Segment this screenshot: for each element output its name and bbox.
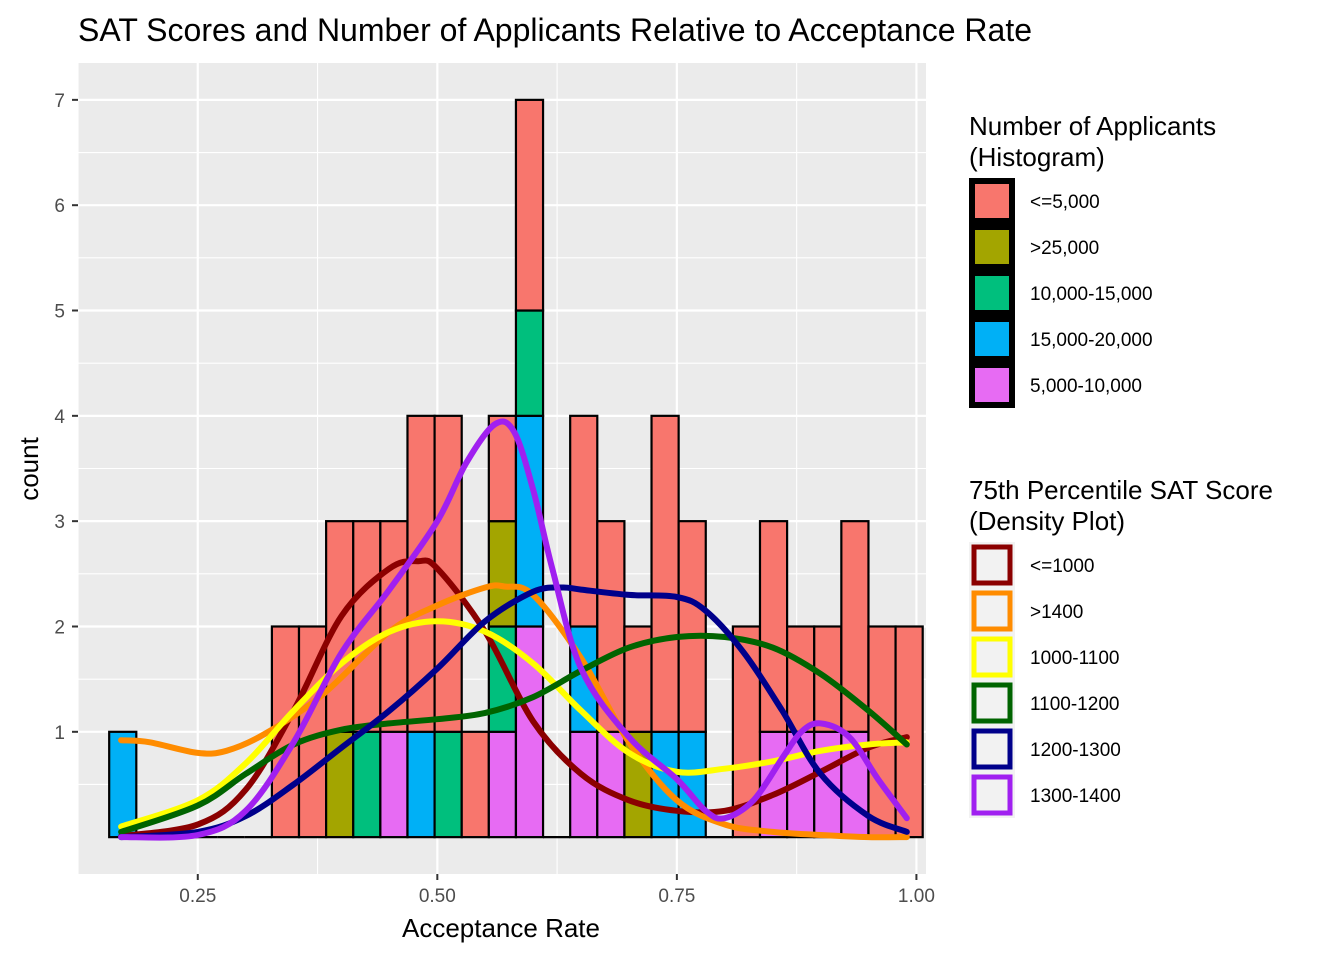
y-tick-label: 2 xyxy=(54,617,65,638)
histogram-bar xyxy=(650,730,680,839)
legend-swatch xyxy=(971,636,1013,678)
legend-label: 5,000-10,000 xyxy=(1030,376,1142,397)
legend-swatch xyxy=(971,774,1013,816)
histogram-bar xyxy=(352,730,382,839)
density-line xyxy=(118,418,910,841)
histogram-bar xyxy=(325,520,355,733)
density-legend: 75th Percentile SAT Score(Density Plot) <… xyxy=(969,475,1273,818)
y-tick-label: 6 xyxy=(54,196,65,217)
y-tick-label: 1 xyxy=(54,723,65,744)
y-tick-label: 4 xyxy=(54,407,65,428)
legend-label: <=1000 xyxy=(1030,556,1094,577)
histogram-bar xyxy=(379,730,409,839)
legend-label: 1000-1100 xyxy=(1030,648,1119,669)
histogram-bar xyxy=(894,625,924,839)
x-tick-label: 1.00 xyxy=(898,886,935,907)
legend-swatch xyxy=(975,184,1009,218)
legend-title: (Density Plot) xyxy=(969,506,1125,536)
histogram-bar xyxy=(786,625,816,733)
histogram-bar xyxy=(460,730,490,839)
legend-label: >1400 xyxy=(1030,602,1083,623)
x-tick-label: 0.50 xyxy=(419,886,456,907)
axes: 0.25 0.50 0.75 1.00 1 2 3 4 5 6 7 xyxy=(54,91,934,907)
density-lines xyxy=(118,418,910,841)
legend-swatch xyxy=(971,590,1013,632)
legend-title: 75th Percentile SAT Score xyxy=(969,475,1273,505)
histogram-bar xyxy=(487,414,518,523)
legend-label: 10,000-15,000 xyxy=(1030,284,1153,305)
histogram-bar xyxy=(514,309,545,417)
legend-label: <=5,000 xyxy=(1030,192,1100,213)
density-line xyxy=(118,632,910,835)
legend-swatch xyxy=(971,544,1013,586)
legend-label: 15,000-20,000 xyxy=(1030,330,1153,351)
histogram-bar xyxy=(487,730,518,839)
histogram-bar xyxy=(433,730,463,839)
x-axis-title: Acceptance Rate xyxy=(402,913,600,943)
x-tick-label: 0.25 xyxy=(179,886,216,907)
legend-title: Number of Applicants xyxy=(969,111,1216,141)
density-line xyxy=(118,584,910,841)
legend-swatch xyxy=(971,682,1013,724)
y-tick-label: 5 xyxy=(54,302,65,323)
legend-swatch xyxy=(975,230,1009,264)
legend-label: 1200-1300 xyxy=(1030,740,1121,761)
legend-label: 1100-1200 xyxy=(1030,694,1119,715)
legend-swatch xyxy=(975,368,1009,402)
histogram-bar xyxy=(677,520,707,733)
legend-label: >25,000 xyxy=(1030,238,1099,259)
histogram-bar xyxy=(569,414,599,628)
histogram-bar xyxy=(108,730,138,839)
histogram-bar xyxy=(406,730,436,839)
y-tick-label: 3 xyxy=(54,512,65,533)
y-tick-label: 7 xyxy=(54,91,65,112)
legend-swatch xyxy=(975,322,1009,356)
density-line xyxy=(118,582,910,841)
legend-swatch xyxy=(975,276,1009,310)
histogram-legend: Number of Applicants(Histogram) <=5,000 >2… xyxy=(969,111,1216,408)
legend-label: 1300-1400 xyxy=(1030,786,1121,807)
density-line xyxy=(118,557,910,840)
chart-title: SAT Scores and Number of Applicants Rela… xyxy=(78,12,1032,48)
y-axis-title: count xyxy=(14,436,44,500)
histogram-bar xyxy=(650,414,680,733)
gridlines xyxy=(77,63,926,874)
legend-title: (Histogram) xyxy=(969,142,1105,172)
histogram-bar xyxy=(514,98,545,312)
x-tick-label: 0.75 xyxy=(658,886,695,907)
legend-swatch xyxy=(971,728,1013,770)
